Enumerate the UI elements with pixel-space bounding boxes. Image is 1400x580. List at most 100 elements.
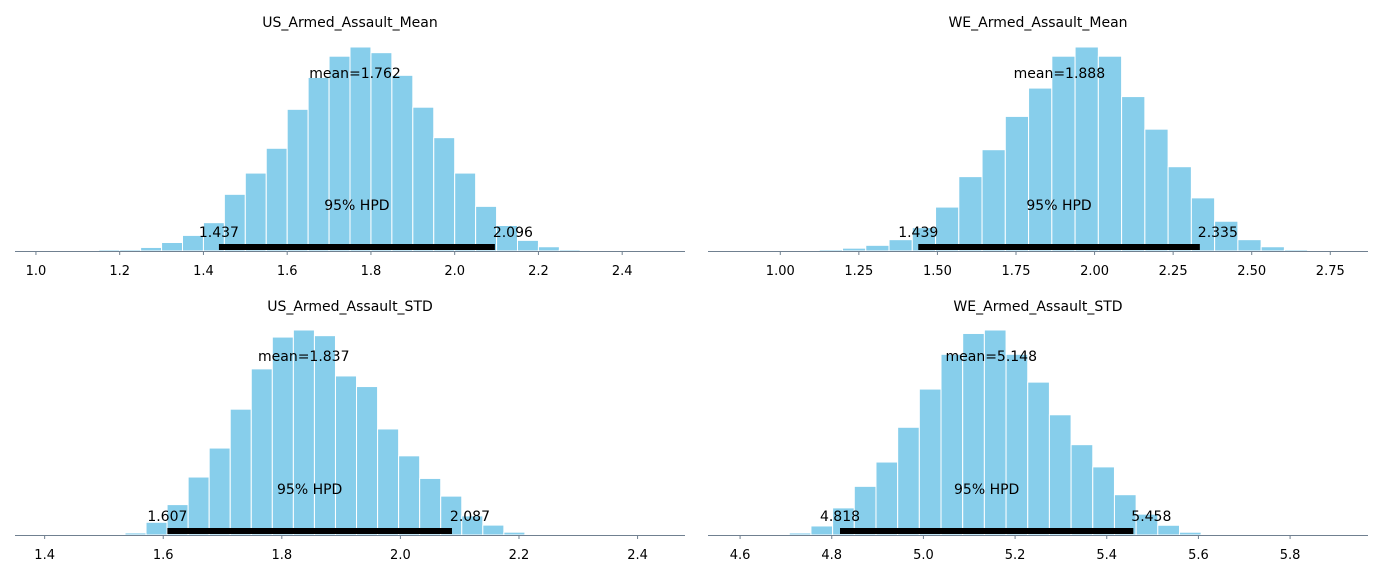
x-tick-label: 5.0 xyxy=(913,548,934,563)
mean-label: mean=1.837 xyxy=(258,349,350,365)
histogram-bar xyxy=(1092,466,1115,536)
x-tick-label: 2.0 xyxy=(390,548,411,563)
histogram-bar xyxy=(767,533,790,536)
histogram-bar xyxy=(1178,531,1202,536)
panel-we-armed-assault-std: WE_Armed_Assault_STD 4.6 4.8 5.0 5.2 5.4 5.6 5… xyxy=(708,299,1368,563)
histogram-bar xyxy=(140,246,163,252)
x-tick-label: 1.50 xyxy=(923,264,952,279)
hpd-high-label: 2.087 xyxy=(450,509,490,525)
x-axis-ticks: 4.6 4.8 5.0 5.2 5.4 5.6 5.8 xyxy=(730,535,1301,563)
histogram-bar xyxy=(1283,249,1309,252)
histogram-bar xyxy=(788,532,812,536)
x-tick-label: 1.75 xyxy=(1002,264,1031,279)
histogram-bar xyxy=(842,247,867,252)
x-axis-ticks: 1.00 1.25 1.50 1.75 2.00 2.25 2.50 2.75 xyxy=(766,251,1345,279)
x-tick-label: 2.75 xyxy=(1316,264,1345,279)
hpd-label: 95% HPD xyxy=(954,482,1019,498)
histogram-bar xyxy=(981,149,1006,252)
histogram-bar xyxy=(537,246,560,252)
x-tick-label: 1.6 xyxy=(153,548,174,563)
x-tick-label: 4.6 xyxy=(730,548,751,563)
histogram-bar xyxy=(391,74,414,252)
x-tick-label: 2.4 xyxy=(627,548,648,563)
histogram-bar xyxy=(98,249,121,252)
histogram-bar xyxy=(334,375,358,536)
histogram-bar xyxy=(1051,55,1076,252)
x-tick-label: 1.2 xyxy=(109,264,130,279)
x-axis-ticks: 1.4 1.6 1.8 2.0 2.2 2.4 xyxy=(34,535,648,563)
histogram-bar xyxy=(517,239,539,252)
hpd-high-label: 5.458 xyxy=(1131,509,1171,525)
histogram-bars xyxy=(103,329,547,536)
x-tick-label: 5.8 xyxy=(1280,548,1301,563)
x-tick-label: 1.0 xyxy=(26,264,47,279)
panel-title: US_Armed_Assault_Mean xyxy=(262,15,438,31)
x-tick-label: 1.6 xyxy=(277,264,298,279)
histogram-bar xyxy=(482,524,505,536)
histogram-bar xyxy=(419,477,442,536)
x-tick-label: 1.4 xyxy=(34,548,55,563)
histogram-bar xyxy=(229,408,252,536)
histogram-bar xyxy=(1004,115,1030,252)
x-tick-label: 4.8 xyxy=(821,548,842,563)
x-tick-label: 1.8 xyxy=(271,548,292,563)
x-tick-label: 2.2 xyxy=(509,548,530,563)
histogram-bars xyxy=(98,46,602,252)
histogram-bar xyxy=(558,249,581,252)
panel-title: WE_Armed_Assault_STD xyxy=(953,299,1122,315)
histogram-bars xyxy=(795,46,1332,252)
panel-title: US_Armed_Assault_STD xyxy=(267,299,433,315)
histogram-bar xyxy=(307,76,330,252)
histogram-bar xyxy=(161,242,183,252)
histogram-bar xyxy=(888,239,913,252)
histogram-bar xyxy=(265,147,288,252)
x-tick-label: 2.25 xyxy=(1159,264,1188,279)
x-tick-label: 5.2 xyxy=(1005,548,1026,563)
mean-label: mean=1.762 xyxy=(309,66,401,82)
histogram-bar xyxy=(1027,381,1050,536)
histogram-bar xyxy=(244,172,267,252)
histogram-bar xyxy=(579,249,602,252)
panel-us-armed-assault-std: US_Armed_Assault_STD 1.4 1.6 1.8 2.0 2.2 2.4 m… xyxy=(15,299,685,563)
histogram-bar xyxy=(356,386,379,536)
histogram-bar xyxy=(940,353,964,536)
x-tick-label: 2.0 xyxy=(444,264,465,279)
histogram-bar xyxy=(271,336,294,536)
hpd-low-label: 1.439 xyxy=(898,225,938,241)
histogram-bar xyxy=(377,428,400,536)
histogram-bar xyxy=(1167,166,1192,252)
x-axis-ticks: 1.0 1.2 1.4 1.6 1.8 2.0 2.2 2.4 xyxy=(26,251,633,279)
histogram-bar xyxy=(250,368,273,536)
histogram-bar xyxy=(370,52,393,252)
x-tick-label: 1.25 xyxy=(844,264,873,279)
histogram-bar xyxy=(818,249,844,252)
x-tick-label: 1.4 xyxy=(193,264,214,279)
histogram-bar xyxy=(1048,414,1072,536)
histogram-bar xyxy=(1070,444,1094,536)
histogram-bar xyxy=(1121,96,1146,252)
histogram-bar xyxy=(524,533,547,536)
mean-label: mean=1.888 xyxy=(1014,66,1106,82)
x-tick-label: 1.8 xyxy=(361,264,382,279)
histogram-bars xyxy=(767,329,1224,536)
histogram-bar xyxy=(1237,239,1262,252)
hpd-high-label: 2.096 xyxy=(493,225,533,241)
histogram-bar xyxy=(1144,128,1169,252)
mean-label: mean=5.148 xyxy=(945,349,1037,365)
hpd-high-label: 2.335 xyxy=(1198,225,1238,241)
histogram-bar xyxy=(454,172,477,252)
histogram-bar xyxy=(1028,87,1053,252)
histogram-bar xyxy=(918,388,942,536)
histogram-bar xyxy=(795,249,820,252)
hpd-low-label: 1.437 xyxy=(199,225,239,241)
x-tick-label: 5.4 xyxy=(1096,548,1117,563)
histogram-bar xyxy=(503,531,526,536)
histogram-bar xyxy=(187,476,210,536)
x-tick-label: 1.00 xyxy=(766,264,795,279)
histogram-bar xyxy=(810,525,834,536)
histogram-bar xyxy=(1260,246,1285,252)
histogram-bar xyxy=(1157,524,1180,536)
hpd-low-label: 1.607 xyxy=(147,509,187,525)
histogram-bar xyxy=(1005,353,1029,536)
